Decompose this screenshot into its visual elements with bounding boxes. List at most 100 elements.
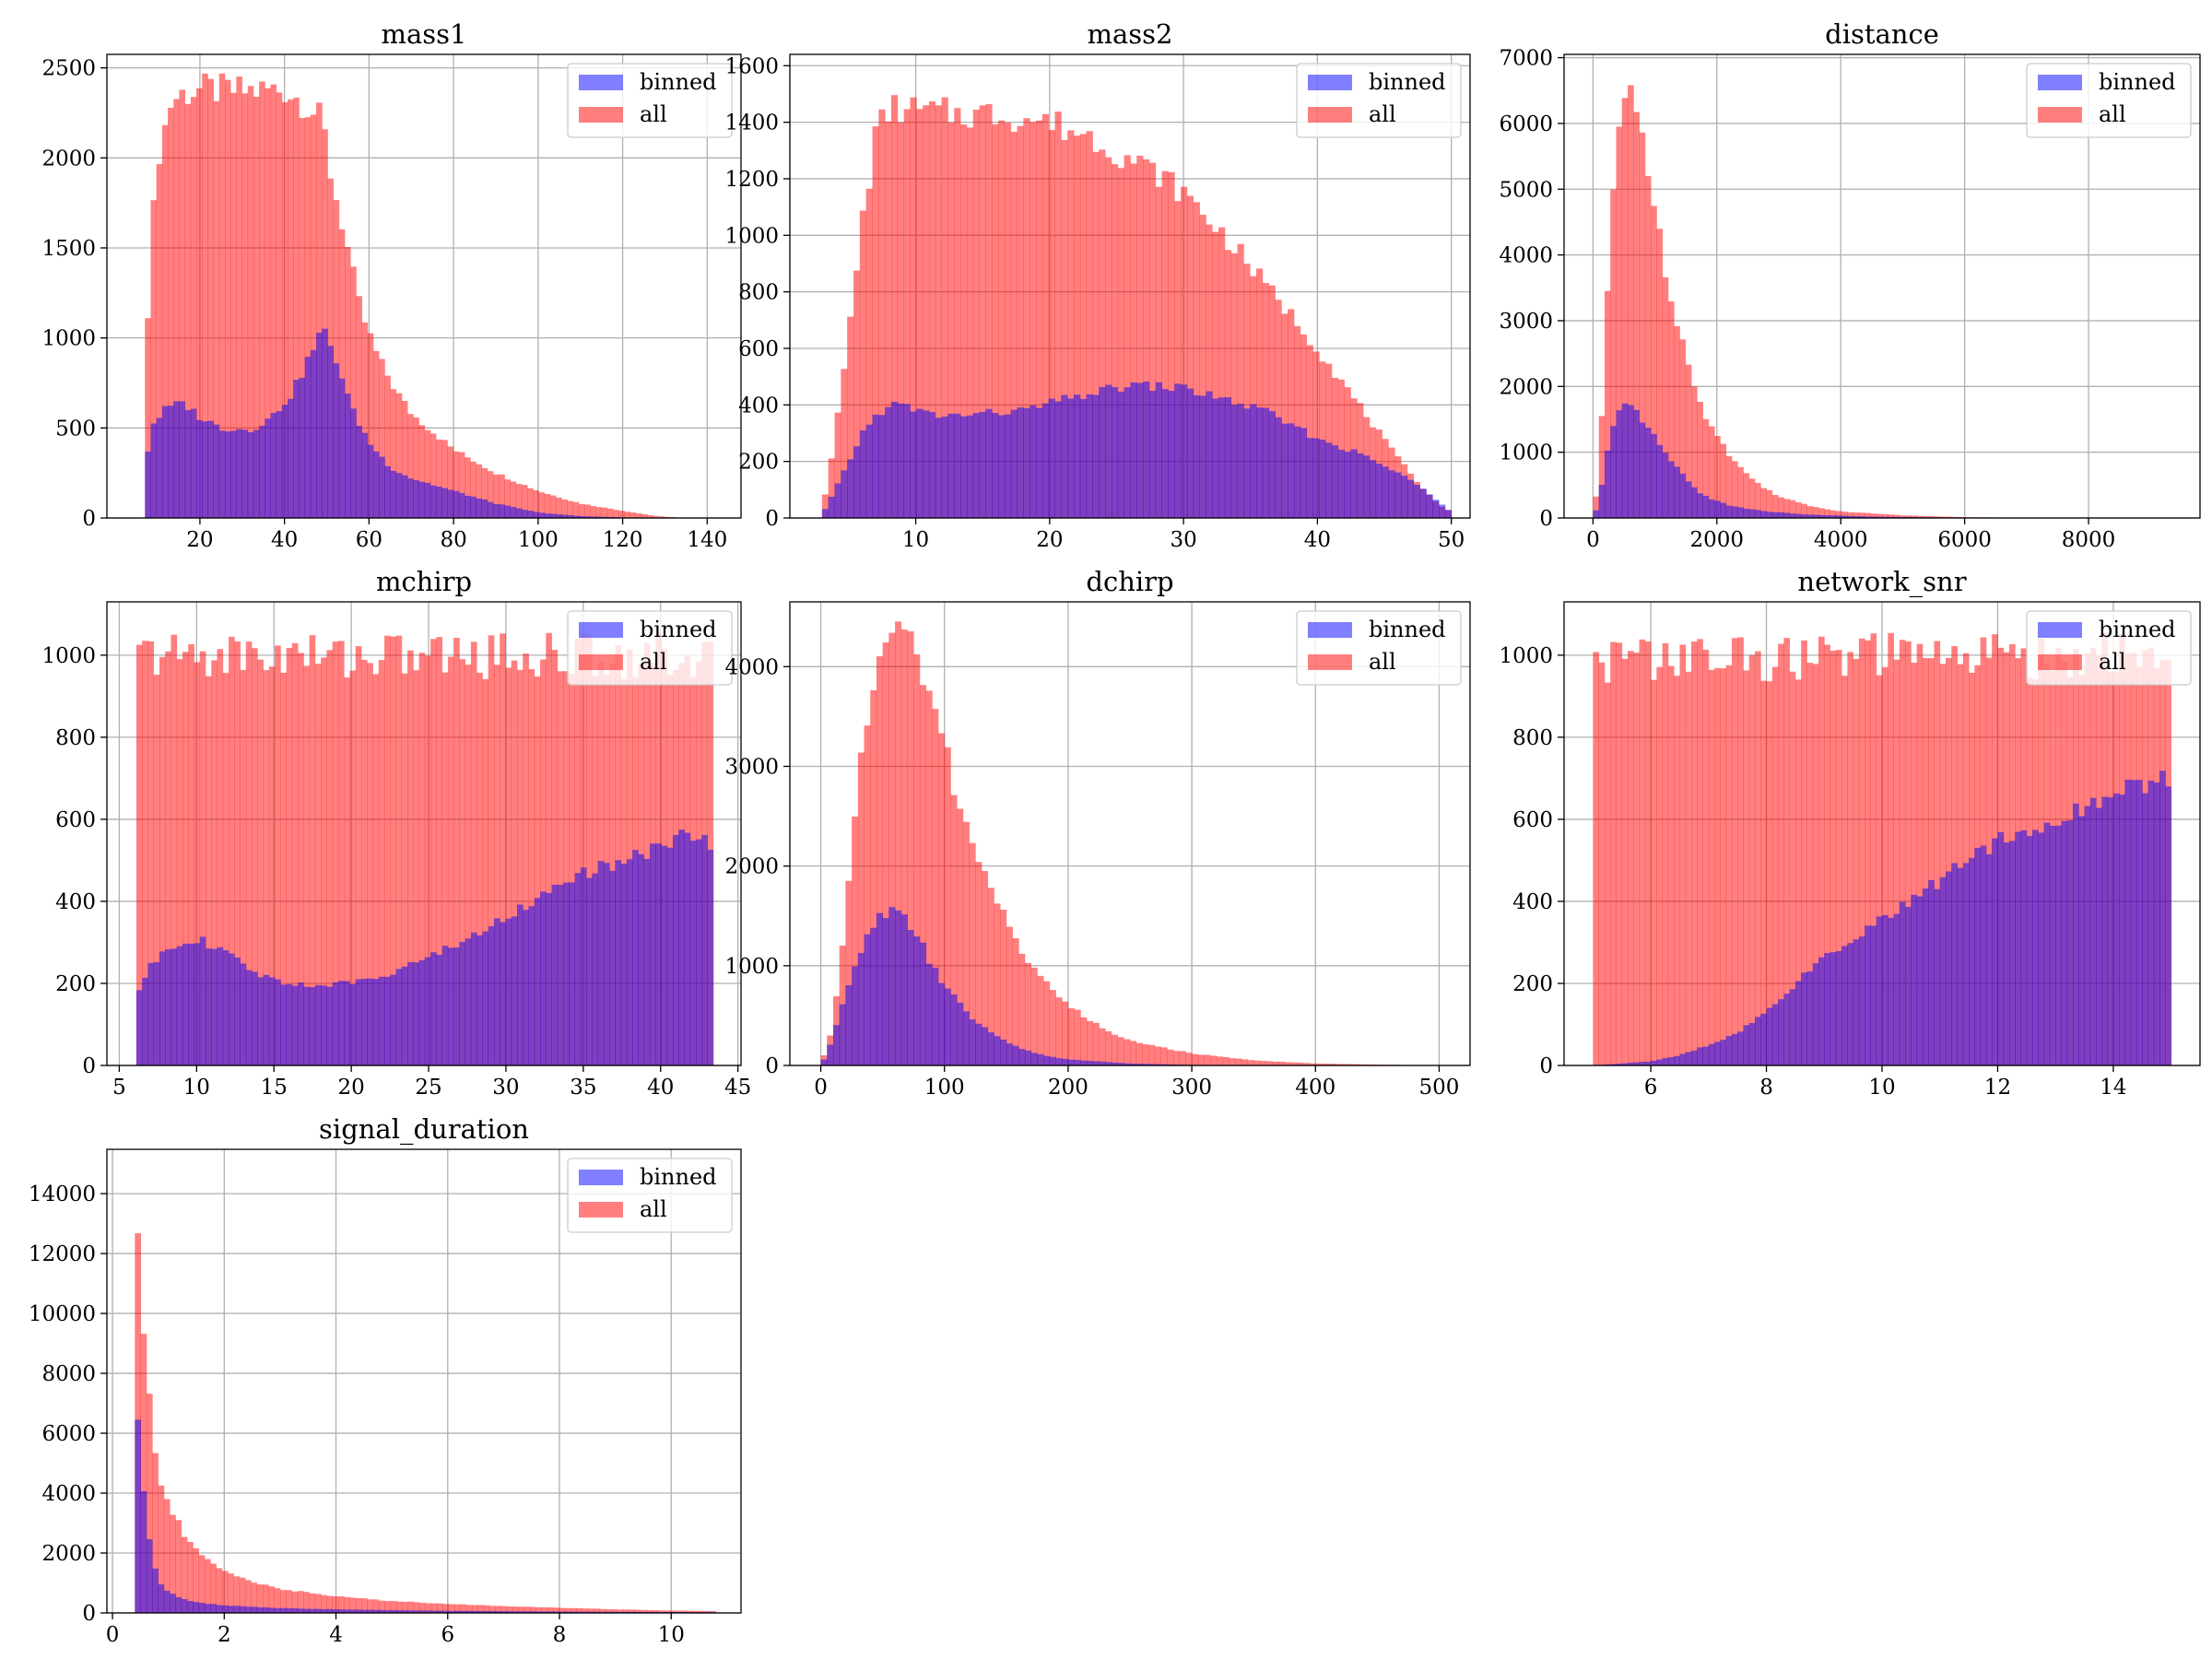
bar-all (407, 414, 414, 518)
bar-all (228, 1573, 234, 1613)
bar-all (590, 506, 596, 518)
bar-binned (603, 863, 610, 1065)
bar-binned (145, 451, 151, 518)
bar-binned (1743, 1025, 1750, 1065)
bar-binned (1720, 1040, 1727, 1065)
bar-all (1124, 155, 1131, 518)
bar-binned (1778, 512, 1784, 518)
x-tick-label: 100 (924, 1076, 965, 1100)
bar-all (1766, 489, 1773, 518)
bar-binned (919, 942, 926, 1065)
bar-binned (582, 1611, 589, 1613)
bar-binned (684, 832, 691, 1065)
bar-binned (163, 1590, 171, 1613)
bar-binned (1074, 1059, 1081, 1065)
bar-binned (1155, 382, 1162, 518)
bar-binned (395, 969, 403, 1065)
bar-binned (256, 1606, 264, 1613)
bar-binned (1413, 484, 1420, 518)
legend-label-binned: binned (640, 69, 717, 95)
bar-all (675, 1610, 682, 1613)
legend-label-all: all (640, 1196, 667, 1222)
bar-all (437, 1603, 443, 1613)
bar-all (1899, 640, 1906, 1065)
bar-binned (533, 512, 539, 518)
bar-binned (2089, 797, 2097, 1065)
bar-all (1794, 679, 1802, 1065)
legend-swatch-all (1308, 654, 1352, 670)
bar-binned (547, 1611, 554, 1613)
bar-all (204, 1559, 211, 1613)
bar-all (465, 457, 471, 518)
bar-all (1124, 1039, 1131, 1065)
bar-all (1312, 351, 1320, 518)
bar-all (595, 507, 603, 518)
bar-all (1853, 658, 1860, 1065)
bar-all (281, 101, 288, 518)
bar-all (588, 1608, 594, 1613)
series-binned (135, 1419, 717, 1613)
bar-all (245, 641, 253, 1065)
bar-all (207, 78, 214, 518)
bar-all (390, 636, 396, 1065)
bar-all (1708, 426, 1715, 518)
bar-binned (1685, 481, 1692, 518)
bar-binned (1830, 952, 1837, 1065)
bar-binned (594, 1611, 601, 1613)
bar-binned (1674, 1055, 1680, 1065)
bar-all (188, 643, 194, 1065)
y-tick-label: 0 (82, 1602, 96, 1626)
bar-binned (333, 363, 340, 518)
bar-binned (2038, 832, 2045, 1065)
bar-binned (1288, 423, 1295, 518)
bar-all (1628, 651, 1634, 1065)
bar-all (413, 670, 419, 1065)
x-tick-label: 20 (1036, 528, 1063, 552)
bar-binned (1691, 487, 1698, 518)
bar-binned (1218, 397, 1226, 518)
bar-all (985, 103, 993, 518)
y-tick-label: 1000 (724, 224, 779, 248)
bar-binned (1771, 1004, 1779, 1065)
legend: binned all (567, 610, 733, 686)
bar-binned (171, 948, 178, 1065)
bar-all (966, 127, 974, 518)
legend-swatch-binned (2038, 75, 2082, 90)
bar-binned (2055, 825, 2062, 1065)
bar-binned (279, 1607, 287, 1613)
bar-binned (2112, 793, 2120, 1065)
bar-all (669, 1610, 676, 1613)
bar-all (1674, 325, 1680, 518)
legend-swatch-binned (1308, 75, 1352, 90)
bar-all (470, 641, 477, 1065)
bar-binned (2130, 780, 2137, 1065)
bar-binned (595, 516, 603, 518)
bar-binned (309, 987, 316, 1065)
x-tick-label: 15 (261, 1076, 288, 1100)
bar-all (515, 484, 523, 518)
bar-all (259, 81, 265, 518)
bar-all (870, 689, 877, 1065)
bar-all (429, 433, 437, 518)
bar-all (458, 452, 465, 518)
bar-binned (655, 843, 662, 1065)
bar-all (1865, 640, 1871, 1065)
x-tick-label: 0 (814, 1076, 828, 1100)
bar-binned (436, 486, 442, 518)
bar-binned (1708, 1043, 1715, 1065)
bar-all (1922, 658, 1929, 1065)
bar-binned (1628, 405, 1634, 518)
bar-all (326, 1595, 334, 1613)
bar-all (332, 1595, 339, 1613)
bar-binned (1633, 409, 1640, 518)
y-tick-label: 6000 (41, 1422, 96, 1446)
bar-binned (1255, 407, 1264, 518)
bar-all (355, 646, 362, 1065)
bar-binned (1830, 515, 1837, 518)
bar-binned (1023, 407, 1030, 518)
bar-all (297, 1591, 304, 1613)
bar-all (1288, 309, 1295, 518)
bar-binned (253, 429, 260, 518)
bar-binned (1737, 1031, 1744, 1065)
bar-all (268, 666, 276, 1065)
